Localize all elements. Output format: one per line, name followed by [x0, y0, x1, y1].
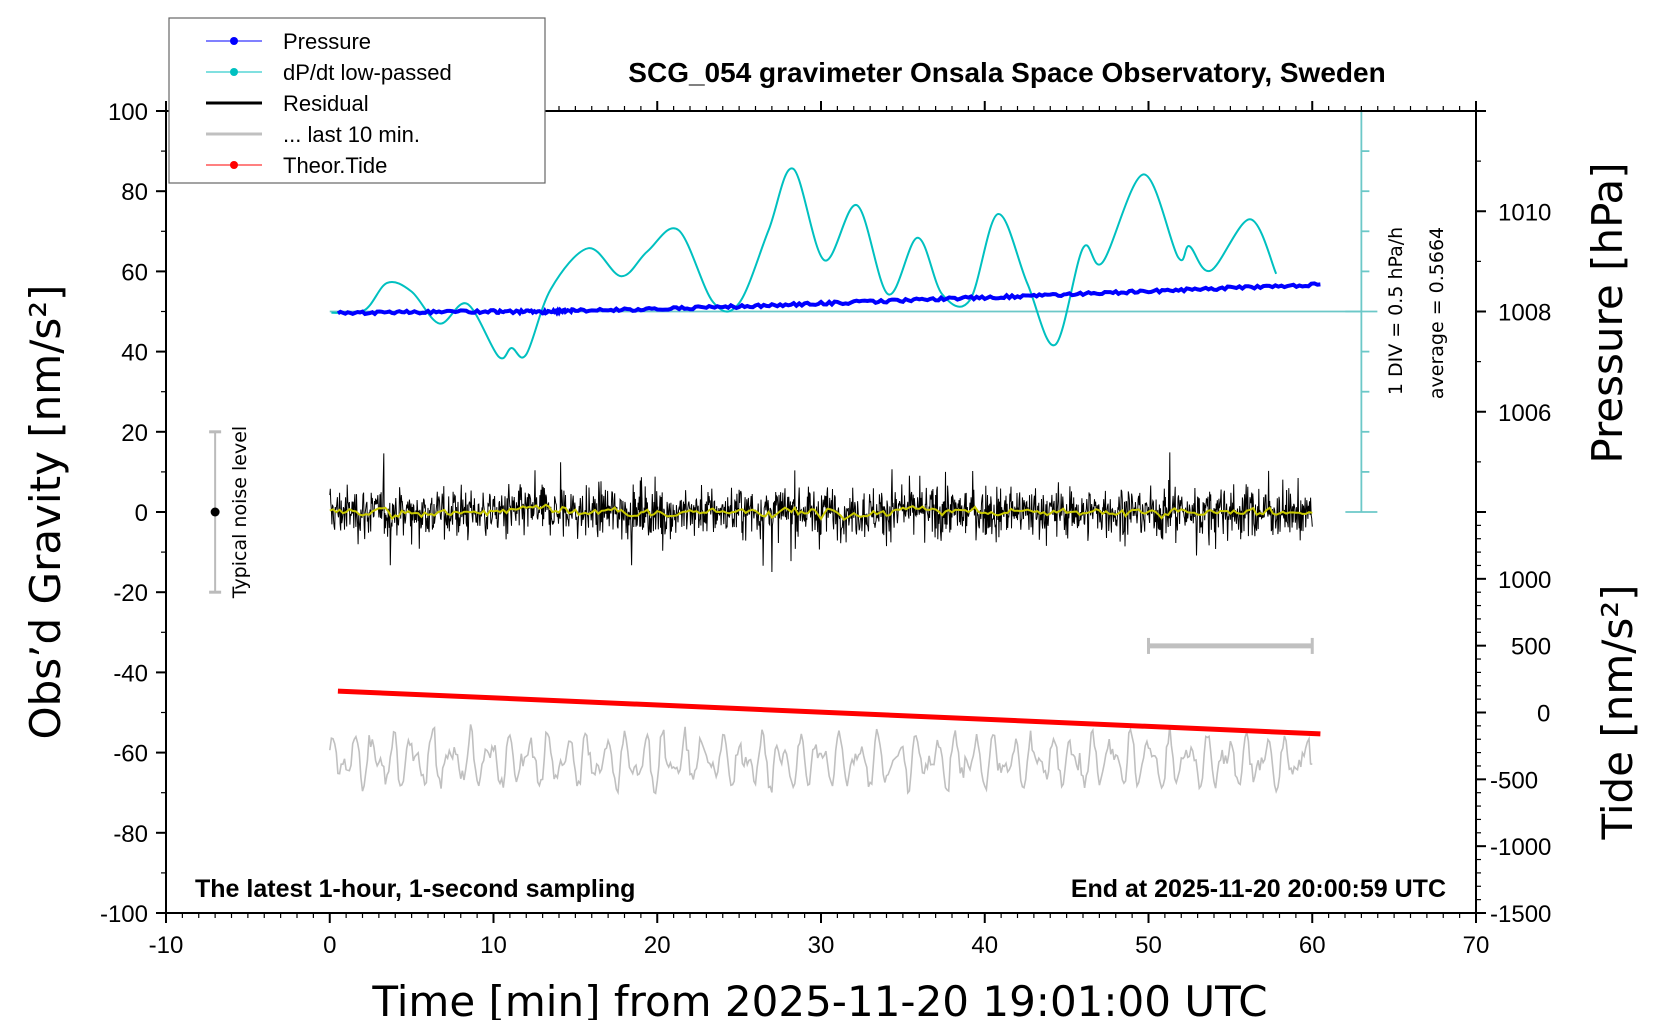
residual-line	[329, 452, 1313, 573]
legend-label-4: Theor.Tide	[283, 153, 387, 178]
dpdt-div-label: 1 DIV = 0.5 hPa/h	[1385, 227, 1407, 395]
y-tick-label: -80	[113, 821, 148, 848]
y-tick-label: 80	[121, 179, 148, 206]
residual-smoothed-line	[329, 503, 1313, 521]
axes: -10 0 10 20 30 40 50 60 70100806040200-20-40-60-…	[100, 99, 1551, 959]
pressure-axis-title: Pressure [hPa]	[1583, 162, 1632, 463]
legend-marker-1	[230, 68, 238, 76]
dpdt-average-label: average = 0.5664	[1426, 227, 1448, 399]
pressure-tick-label: 1008	[1498, 300, 1551, 327]
plot-marks	[209, 167, 1362, 796]
pressure-tick-label: 1006	[1498, 400, 1551, 427]
y-tick-label: -100	[100, 901, 148, 928]
legend-marker-4	[230, 161, 238, 169]
tide-tick-label: -1500	[1490, 901, 1551, 928]
dpdt-line	[331, 167, 1278, 360]
x-tick-label: 50	[1135, 932, 1162, 959]
x-tick-label: 30	[808, 932, 835, 959]
pressure-tick-label: 1010	[1498, 199, 1551, 226]
y-tick-label: -20	[113, 580, 148, 607]
y-tick-label: 0	[135, 500, 148, 527]
y-tick-label: 60	[121, 259, 148, 286]
y-tick-label: -40	[113, 660, 148, 687]
tide-tick-label: -500	[1490, 767, 1538, 794]
y-tick-label: -60	[113, 741, 148, 768]
tide-tick-label: 500	[1511, 634, 1551, 661]
x-tick-label: 0	[323, 932, 336, 959]
legend-label-3: ... last 10 min.	[283, 122, 420, 147]
y-axis-title: Obs’d Gravity [nm/s²]	[21, 285, 70, 740]
noise-level-label: Typical noise level	[229, 426, 251, 599]
theor-tide-line	[337, 688, 1321, 737]
x-tick-label: 40	[971, 932, 998, 959]
tide-axis-title: Tide [nm/s²]	[1593, 584, 1642, 840]
x-tick-label: -10	[149, 932, 184, 959]
x-tick-label: 60	[1299, 932, 1326, 959]
legend-label-0: Pressure	[283, 29, 371, 54]
legend-box	[168, 17, 546, 184]
y-tick-label: 20	[121, 420, 148, 447]
legend: Pressure dP/dt low-passed Residual ... last…	[168, 17, 546, 184]
x-tick-label: 10	[480, 932, 507, 959]
annotation-left-bottom: The latest 1-hour, 1-second sampling	[195, 875, 635, 903]
tide-tick-label: -1000	[1490, 834, 1551, 861]
x-tick-label: 70	[1463, 932, 1490, 959]
noise-level-dot	[210, 507, 220, 517]
tide-tick-label: 1000	[1498, 567, 1551, 594]
x-axis-title: Time [min] from 2025-11-20 19:01:00 UTC	[371, 977, 1267, 1020]
annotation-right-bottom: End at 2025-11-20 20:00:59 UTC	[1071, 875, 1446, 903]
legend-marker-0	[230, 37, 238, 45]
x-tick-label: 20	[644, 932, 671, 959]
chart-title: SCG_054 gravimeter Onsala Space Observat…	[628, 57, 1385, 88]
y-tick-label: 100	[108, 99, 148, 126]
tide-tick-label: 0	[1537, 701, 1550, 728]
legend-label-2: Residual	[283, 91, 369, 116]
last-10-min-line	[329, 724, 1313, 796]
legend-label-1: dP/dt low-passed	[283, 60, 452, 85]
y-tick-label: 40	[121, 340, 148, 367]
pressure-line	[336, 281, 1321, 317]
